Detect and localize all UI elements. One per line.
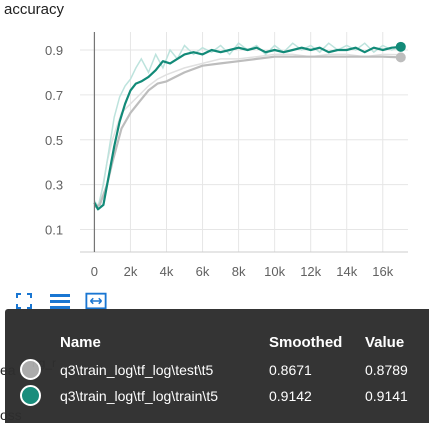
tooltip-row-smoothed: 0.8671 [269, 362, 312, 378]
tooltip-row-name: q3\train_log\tf_log\test\t5 [60, 362, 214, 378]
tooltip-name-header: Name [60, 334, 101, 351]
x-tick-label: 14k [336, 264, 357, 279]
y-tick-label: 0.7 [45, 88, 63, 103]
tooltip-row-value: 0.9141 [365, 388, 408, 404]
x-tick-label: 0 [91, 264, 98, 279]
series-swatch-train [20, 385, 41, 406]
tooltip-row-name: q3\train_log\tf_log\train\t5 [60, 388, 218, 404]
series-end-marker [395, 52, 406, 63]
accuracy-chart[interactable]: 0.1 0.3 0.5 0.7 0.9 0 2k 4k 6k 8k 10k 12k 14k 16k [0, 0, 429, 300]
tooltip-value-header: Value [365, 334, 405, 351]
y-tick-label: 0.3 [45, 178, 63, 193]
chart-toolbar [13, 290, 107, 312]
y-tick-label: 0.5 [45, 133, 63, 148]
tooltip-smoothed-header: Smoothed [269, 334, 343, 351]
tooltip-row-value: 0.8789 [365, 362, 408, 378]
smoothed-series-line [93, 45, 401, 211]
x-tick-label: 2k [124, 264, 138, 279]
tooltip-row-smoothed: 0.9142 [269, 388, 312, 404]
y-tick-label: 0.1 [45, 223, 63, 238]
series-swatch-test [20, 359, 41, 380]
raw-series-line [93, 53, 401, 208]
tooltip-row: q3\train_log\tf_log\train\t5 0.9142 0.91… [5, 384, 429, 408]
x-tick-label: 4k [160, 264, 174, 279]
y-tick-label: 0.9 [45, 43, 63, 58]
raw-series-line [93, 42, 402, 210]
expand-icon[interactable] [13, 291, 35, 311]
fit-domain-icon[interactable] [85, 291, 107, 311]
x-tick-label: 16k [372, 264, 393, 279]
smoothed-series-line [93, 55, 401, 209]
chart-title: accuracy [4, 1, 65, 18]
x-tick-label: 8k [232, 264, 246, 279]
x-tick-label: 10k [264, 264, 285, 279]
tooltip-row: q3\train_log\tf_log\test\t5 0.8671 0.878… [5, 358, 429, 382]
x-tick-label: 12k [300, 264, 321, 279]
list-icon[interactable] [49, 291, 71, 311]
series-end-marker [395, 41, 406, 52]
x-tick-label: 6k [196, 264, 210, 279]
series-tooltip: Name Smoothed Value q3\train_log\tf_log\… [5, 309, 429, 423]
